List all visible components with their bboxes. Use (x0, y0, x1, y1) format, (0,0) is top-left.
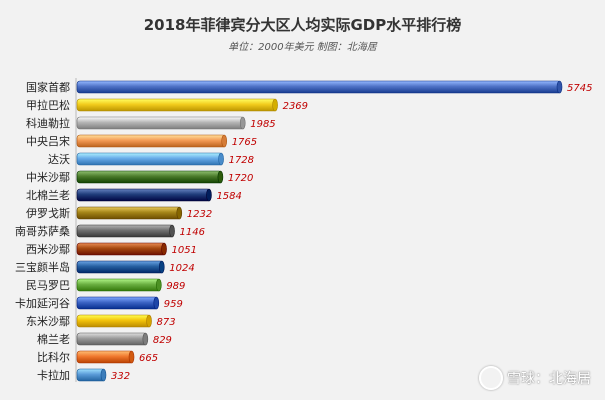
category-label: 棉兰老 (37, 332, 70, 346)
category-label: 东米沙鄢 (26, 315, 70, 328)
bar (76, 152, 223, 166)
bar-end-cap (218, 152, 224, 166)
bar-end-cap (142, 332, 149, 346)
bar-end-cap (272, 98, 278, 112)
bar-end-cap (156, 278, 162, 292)
value-label: 1232 (187, 209, 212, 220)
value-label: 1584 (216, 191, 241, 202)
bar-end-cap (206, 188, 212, 202)
bar (76, 332, 148, 346)
value-label: 5745 (567, 83, 592, 94)
category-label: 北棉兰老 (26, 188, 70, 202)
bar-end-cap (239, 116, 246, 130)
bar (76, 98, 277, 112)
value-label: 1765 (232, 137, 257, 148)
bar-end-cap (146, 314, 152, 328)
bar (76, 188, 211, 202)
value-label: 989 (166, 281, 185, 292)
watermark: 雪球：北海居 (479, 366, 591, 390)
value-label: 959 (164, 299, 183, 310)
category-label: 卡加延河谷 (15, 297, 70, 310)
value-label: 332 (111, 371, 130, 382)
category-label: 甲拉巴松 (26, 98, 70, 112)
category-label: 卡拉加 (37, 368, 70, 382)
category-label: 国家首都 (26, 80, 70, 94)
bar-end-cap (100, 368, 107, 382)
category-label: 三宝颜半岛 (15, 260, 70, 274)
chart-subtitle: 单位：2000年美元 制图：北海居 (228, 42, 377, 53)
category-label: 科迪勒拉 (26, 116, 70, 130)
bar (76, 80, 562, 94)
category-label: 西米沙鄢 (26, 243, 70, 256)
value-label: 1024 (169, 263, 194, 274)
bar (76, 296, 159, 310)
value-label: 873 (157, 317, 176, 328)
bar (76, 170, 223, 184)
bar (76, 350, 134, 364)
category-label: 达沃 (48, 153, 70, 166)
bars-layer: 国家首都 5745 甲拉巴松 2369 科迪勒拉 1985 中央吕宋 1765 达沃 1728 中米… (15, 80, 592, 382)
bar-end-cap (158, 260, 165, 274)
chart-title: 2018年菲律宾分大区人均实际GDP水平排行榜 (143, 16, 462, 34)
value-label: 829 (153, 335, 172, 346)
value-label: 1728 (229, 155, 254, 166)
value-label: 1720 (228, 173, 253, 184)
bar-end-cap (176, 206, 183, 220)
watermark-text: 雪球：北海居 (507, 371, 591, 387)
bar-end-cap (217, 170, 224, 184)
category-label: 民马罗巴 (26, 279, 70, 292)
value-label: 1051 (172, 245, 197, 256)
value-label: 1985 (250, 119, 275, 130)
category-label: 比科尔 (37, 350, 70, 364)
bar-end-cap (161, 242, 167, 256)
bar (76, 278, 161, 292)
bar-end-cap (128, 350, 135, 364)
bar-end-cap (169, 224, 175, 238)
bar (76, 224, 174, 238)
category-label: 中央吕宋 (26, 134, 70, 148)
bar (76, 314, 151, 328)
category-label: 中米沙鄢 (26, 171, 70, 184)
bar (76, 116, 245, 130)
bar (76, 134, 226, 148)
value-label: 2369 (283, 101, 308, 112)
value-label: 1146 (180, 227, 205, 238)
bar-end-cap (221, 134, 227, 148)
category-label: 南哥苏萨桑 (15, 225, 70, 238)
value-label: 665 (139, 353, 158, 364)
category-label: 伊罗戈斯 (26, 207, 70, 220)
bar (76, 206, 182, 220)
snowball-logo-icon (479, 366, 503, 390)
bar (76, 260, 164, 274)
bar-end-cap (556, 80, 563, 94)
bar (76, 242, 166, 256)
bar-end-cap (153, 296, 160, 310)
